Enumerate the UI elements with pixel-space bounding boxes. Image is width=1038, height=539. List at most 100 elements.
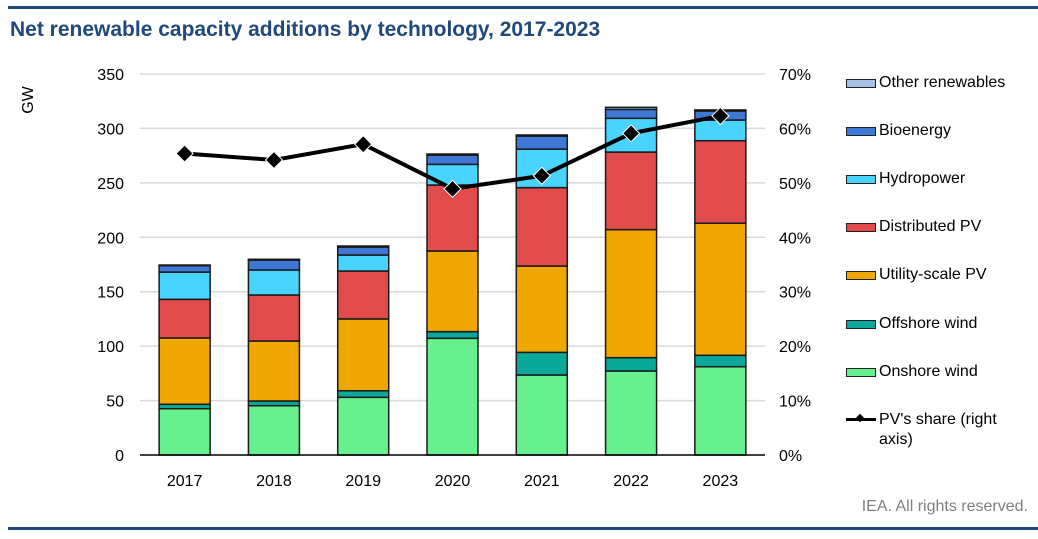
bar-onshore-wind-2020	[426, 337, 479, 456]
pv-share-line	[175, 106, 730, 199]
pv-share-marker-2018	[264, 150, 284, 170]
bar-utility-scale-pv-2023	[694, 222, 747, 357]
y-tick-label: 150	[97, 285, 124, 302]
legend-label: Offshore wind	[879, 315, 978, 332]
legend-item: PV's share (right axis)	[846, 410, 1029, 450]
pv-share-marker-2021	[532, 166, 551, 185]
legend-label: Bioenergy	[879, 122, 952, 139]
y2-tick-label: 30%	[779, 285, 811, 302]
legend-label: PV's share (right axis)	[879, 411, 997, 448]
pv-share-marker-2019	[354, 135, 373, 154]
x-tick-label: 2017	[167, 473, 203, 490]
bar-utility-scale-pv-2022	[604, 228, 658, 359]
bar-distributed-pv-2017	[158, 298, 211, 339]
y-tick-label: 200	[97, 230, 124, 247]
bar-bioenergy-2017	[158, 264, 211, 273]
bar-stack-2019	[336, 245, 390, 456]
bar-bioenergy-2018	[247, 259, 301, 271]
bar-distributed-pv-2021	[515, 186, 569, 267]
x-tick-label: 2019	[345, 473, 381, 490]
x-tick-label: 2021	[524, 473, 560, 490]
top-rule	[8, 6, 1038, 9]
legend-item: Offshore wind	[846, 315, 977, 333]
bottom-rule	[8, 527, 1038, 530]
bar-offshore-wind-2020	[426, 330, 479, 340]
x-tick-label: 2023	[703, 473, 739, 490]
y-tick-label: 100	[97, 339, 124, 356]
bar-stack-2023	[694, 109, 747, 456]
legend-label: Other renewables	[879, 74, 1006, 91]
bar-offshore-wind-2021	[515, 351, 569, 376]
chart-title: Net renewable capacity additions by tech…	[10, 18, 601, 41]
bar-onshore-wind-2023	[694, 365, 747, 456]
legend-line-marker-icon	[846, 413, 876, 425]
bar-stack-2022	[604, 106, 658, 456]
legend-label: Onshore wind	[879, 363, 978, 380]
legend-item: Bioenergy	[846, 122, 951, 140]
x-tick-label: 2020	[435, 473, 471, 490]
bar-hydropower-2018	[247, 269, 301, 296]
bar-offshore-wind-2023	[694, 354, 747, 368]
bar-stack-2020	[426, 153, 479, 456]
x-tick-label: 2022	[613, 473, 649, 490]
y2-tick-label: 10%	[779, 394, 811, 411]
legend-swatch	[846, 368, 876, 377]
pv-share-marker-2020	[443, 179, 462, 199]
bar-hydropower-2019	[336, 254, 390, 272]
bar-bioenergy-2022	[604, 108, 658, 120]
legend-label: Hydropower	[879, 170, 966, 187]
pv-share-marker-2017	[175, 144, 194, 163]
bar-stack-2017	[158, 264, 211, 456]
y2-tick-label: 0%	[779, 448, 802, 465]
y-tick-label: 50	[106, 394, 124, 411]
legend-swatch	[846, 223, 876, 232]
y-tick-label: 250	[97, 176, 124, 193]
y2-tick-label: 70%	[779, 67, 811, 84]
bar-distributed-pv-2023	[694, 139, 747, 224]
source-note: IEA. All rights reserved.	[861, 498, 1028, 515]
bar-other-renewables-2019	[336, 245, 390, 248]
legend-item: Other renewables	[846, 74, 1005, 92]
y2-tick-label: 20%	[779, 339, 811, 356]
bar-other-renewables-2020	[426, 153, 479, 156]
bar-other-renewables-2022	[604, 106, 658, 111]
bar-onshore-wind-2022	[604, 370, 658, 456]
bar-other-renewables-2018	[247, 258, 301, 261]
bar-distributed-pv-2019	[336, 270, 390, 320]
legend-label: Utility-scale PV	[879, 266, 987, 283]
legend-swatch	[846, 127, 876, 136]
bar-utility-scale-pv-2019	[336, 318, 390, 392]
y-tick-label: 350	[97, 67, 124, 84]
bar-offshore-wind-2022	[604, 356, 658, 372]
bar-distributed-pv-2022	[604, 151, 658, 231]
y2-tick-label: 40%	[779, 230, 811, 247]
bar-hydropower-2017	[158, 271, 211, 301]
bar-bioenergy-2019	[336, 246, 390, 256]
bar-utility-scale-pv-2021	[515, 265, 569, 354]
legend-swatch	[846, 320, 876, 329]
legend-swatch	[846, 175, 876, 184]
legend-swatch	[846, 79, 876, 88]
x-tick-label: 2018	[256, 473, 292, 490]
bar-onshore-wind-2021	[515, 374, 569, 456]
legend-item: Utility-scale PV	[846, 266, 987, 284]
bar-bioenergy-2020	[426, 154, 479, 166]
pv-share-marker-2023	[711, 106, 730, 126]
y-axis-label: GW	[20, 85, 37, 113]
y-tick-label: 300	[97, 121, 124, 138]
legend-item: Onshore wind	[846, 363, 978, 381]
bar-onshore-wind-2018	[247, 404, 301, 456]
bar-utility-scale-pv-2017	[158, 337, 211, 406]
legend-item: Distributed PV	[846, 218, 981, 236]
bar-utility-scale-pv-2018	[247, 340, 301, 402]
legend-label: Distributed PV	[879, 218, 982, 235]
legend-swatch	[846, 271, 876, 280]
legend-item: Hydropower	[846, 170, 965, 188]
y-tick-label: 0	[115, 448, 124, 465]
bar-distributed-pv-2018	[247, 294, 301, 342]
bar-other-renewables-2021	[515, 134, 569, 137]
bar-onshore-wind-2017	[158, 407, 211, 456]
axes: 0 50 100 150 200 250 300 350 0% 10% 20% 30% 40% 50% 60…	[20, 67, 811, 490]
bar-stack-2021	[515, 134, 569, 456]
